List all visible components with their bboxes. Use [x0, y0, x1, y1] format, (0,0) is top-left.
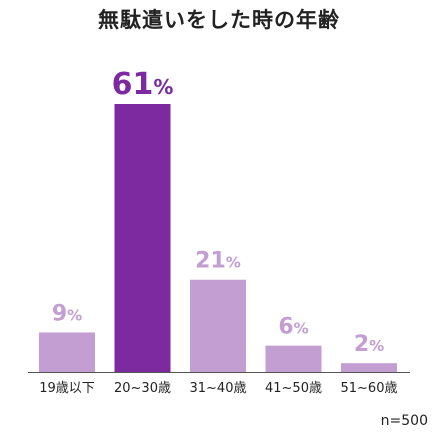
bar-2	[190, 279, 246, 372]
category-label-2: 31~40歳	[190, 381, 247, 396]
bar-1	[114, 104, 171, 372]
value-label-3: 6%	[278, 315, 308, 340]
category-label-1: 20~30歳	[114, 381, 171, 396]
value-label-1: 61%	[112, 67, 174, 102]
bar-0	[39, 332, 95, 372]
category-label-0: 19歳以下	[39, 381, 95, 396]
value-label-4: 2%	[354, 332, 384, 357]
category-label-4: 51~60歳	[341, 381, 398, 396]
value-label-0: 9%	[52, 301, 82, 326]
category-labels-group: 19歳以下 20~30歳 31~40歳 41~50歳 51~60歳	[39, 381, 397, 396]
category-label-3: 41~50歳	[265, 381, 322, 396]
value-label-2: 21%	[195, 249, 241, 274]
sample-size-note: n=500	[380, 413, 428, 429]
bar-3	[265, 345, 322, 372]
chart-title: 無駄遣いをした時の年齢	[98, 8, 340, 32]
bar-4	[341, 363, 397, 372]
bars-group	[39, 104, 397, 372]
value-labels-group: 9% 61% 21% 6% 2%	[52, 67, 384, 357]
